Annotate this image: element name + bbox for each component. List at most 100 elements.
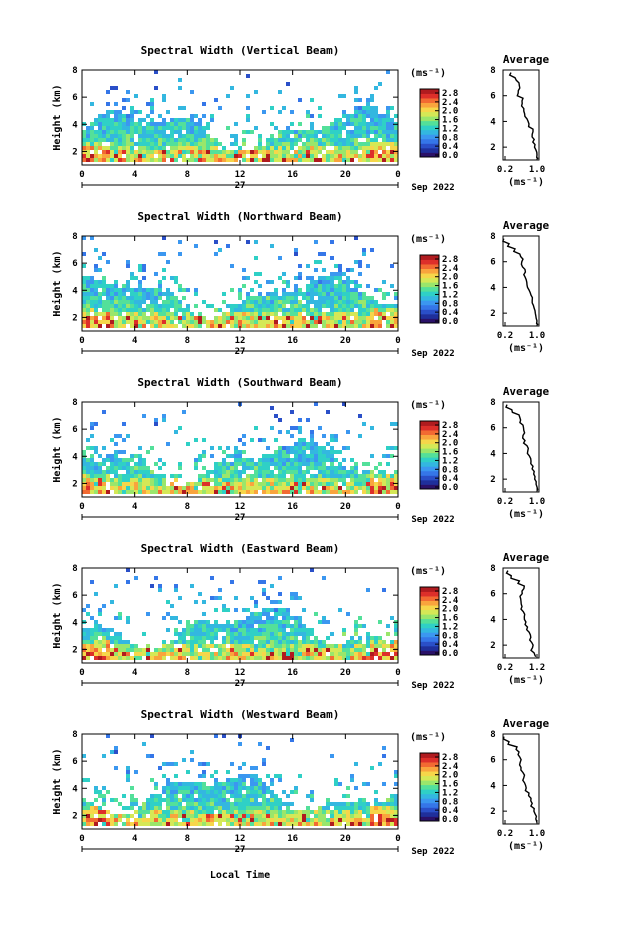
heatmap-cell xyxy=(326,138,330,142)
heatmap-cell xyxy=(122,118,126,122)
colorbar-frame xyxy=(419,586,440,656)
heatmap-cell xyxy=(242,320,246,324)
heatmap-cell xyxy=(230,636,234,640)
colorbar-segment xyxy=(420,457,439,463)
heatmap-cell xyxy=(394,474,398,478)
heatmap-cell xyxy=(246,324,250,328)
heatmap-cell xyxy=(146,648,150,652)
heatmap-cell xyxy=(262,802,266,806)
heatmap-cell xyxy=(342,478,346,482)
heatmap-cell xyxy=(314,446,318,450)
colorbar-segment xyxy=(420,757,439,763)
heatmap-cell xyxy=(310,126,314,130)
heatmap-cell xyxy=(282,818,286,822)
heatmap-cell xyxy=(290,656,294,660)
heatmap-cell xyxy=(346,304,350,308)
heatmap-cell xyxy=(230,154,234,158)
heatmap-cell xyxy=(166,762,170,766)
heatmap-cell xyxy=(110,304,114,308)
heatmap-cell xyxy=(298,320,302,324)
heatmap-cell xyxy=(310,146,314,150)
heatmap-cell xyxy=(162,762,166,766)
heatmap-cell xyxy=(182,150,186,154)
heatmap-cell xyxy=(142,138,146,142)
heatmap-cell xyxy=(222,462,226,466)
heatmap-cell xyxy=(194,652,198,656)
heatmap-cell xyxy=(374,134,378,138)
heatmap-cell xyxy=(150,656,154,660)
heatmap-cell xyxy=(150,312,154,316)
heatmap-cell xyxy=(174,790,178,794)
heatmap-cell xyxy=(86,612,90,616)
heatmap-cell xyxy=(194,818,198,822)
colorbar-tick-label: 2.0 xyxy=(442,107,458,117)
heatmap-cell xyxy=(254,794,258,798)
heatmap-cell xyxy=(286,802,290,806)
heatmap-cell xyxy=(366,324,370,328)
heatmap-cell xyxy=(310,790,314,794)
heatmap-cell xyxy=(266,652,270,656)
heatmap-cell xyxy=(254,280,258,284)
heatmap-cell xyxy=(330,308,334,312)
heatmap-cell xyxy=(286,822,290,826)
heatmap-cell xyxy=(134,644,138,648)
colorbar-tick-label: 2.8 xyxy=(442,587,458,597)
heatmap-cell xyxy=(382,822,386,826)
heatmap-cell xyxy=(378,474,382,478)
heatmap-cell xyxy=(254,644,258,648)
heatmap-cell xyxy=(238,312,242,316)
heatmap-cell xyxy=(130,154,134,158)
heatmap-cell xyxy=(218,320,222,324)
heatmap-cell xyxy=(262,438,266,442)
heatmap-cell xyxy=(350,652,354,656)
heatmap-cell xyxy=(86,810,90,814)
heatmap-cell xyxy=(90,292,94,296)
heatmap-cell xyxy=(218,806,222,810)
heatmap-cell xyxy=(206,304,210,308)
heatmap-cell xyxy=(374,636,378,640)
heatmap-cell xyxy=(194,462,198,466)
heatmap-cell xyxy=(274,292,278,296)
heatmap-cell xyxy=(230,324,234,328)
heatmap-cell xyxy=(394,134,398,138)
heatmap-cell xyxy=(330,478,334,482)
heatmap-cell xyxy=(334,296,338,300)
heatmap-cell xyxy=(270,158,274,162)
heatmap-cell xyxy=(326,150,330,154)
heatmap-cell xyxy=(286,632,290,636)
heatmap-cell xyxy=(142,490,146,494)
heatmap-cell xyxy=(130,814,134,818)
panel-title: Spectral Width (Westward Beam) xyxy=(141,708,340,721)
heatmap-cell xyxy=(102,292,106,296)
heatmap-cell xyxy=(378,486,382,490)
heatmap-cell xyxy=(82,158,86,162)
heatmap-cell xyxy=(394,802,398,806)
heatmap-cell xyxy=(298,620,302,624)
colorbar-tick-label: 1.6 xyxy=(442,282,458,292)
heatmap-cell xyxy=(274,462,278,466)
heatmap-cell xyxy=(102,478,106,482)
heatmap-cell xyxy=(358,126,362,130)
heatmap-cell xyxy=(82,640,86,644)
heatmap-cell xyxy=(110,86,114,90)
heatmap-cell xyxy=(334,466,338,470)
heatmap-cell xyxy=(206,790,210,794)
heatmap-cell xyxy=(218,462,222,466)
heatmap-cell xyxy=(346,122,350,126)
heatmap-cell xyxy=(350,292,354,296)
heatmap-cell xyxy=(334,320,338,324)
heatmap-cell xyxy=(354,114,358,118)
heatmap-cell xyxy=(246,806,250,810)
heatmap-cell xyxy=(130,644,134,648)
heatmap-cell xyxy=(318,818,322,822)
heatmap-cell xyxy=(114,146,118,150)
heatmap-cell xyxy=(94,640,98,644)
heatmap-cell xyxy=(170,142,174,146)
heatmap-cell xyxy=(174,818,178,822)
heatmap-cell xyxy=(302,130,306,134)
heatmap-cell xyxy=(250,810,254,814)
heatmap-cell xyxy=(118,450,122,454)
heatmap-cell xyxy=(374,146,378,150)
heatmap-cell xyxy=(166,644,170,648)
heatmap-cell xyxy=(226,798,230,802)
